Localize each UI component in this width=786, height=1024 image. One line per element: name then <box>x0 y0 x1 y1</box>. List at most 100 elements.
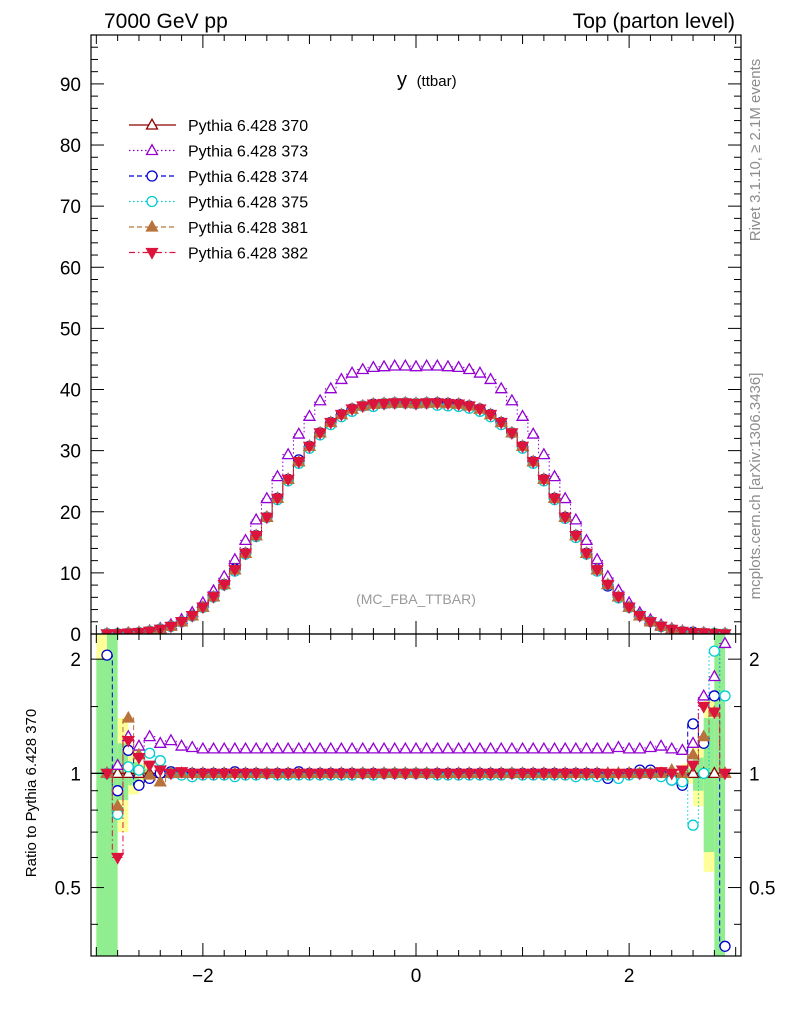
data-point <box>547 493 562 506</box>
data-point <box>441 359 455 372</box>
ratio-point <box>611 740 626 753</box>
ratio-point <box>718 768 732 781</box>
data-point <box>292 426 306 439</box>
ratio-point <box>292 768 306 781</box>
data-point <box>473 366 487 378</box>
ratio-point <box>547 768 562 781</box>
ratio-point <box>133 764 145 776</box>
ratio-point <box>142 767 157 780</box>
series-ratio-2 <box>101 649 731 952</box>
data-point <box>505 393 519 406</box>
ratio-point <box>708 645 721 657</box>
ratio-point <box>698 767 710 780</box>
ratio-point <box>441 768 455 781</box>
main-y-tick-label: 60 <box>60 258 81 279</box>
ratio-point <box>174 739 189 751</box>
ratio-point <box>142 760 157 773</box>
ratio-point <box>111 758 125 770</box>
data-point <box>228 565 242 577</box>
main-y-tick-label: 40 <box>60 381 81 402</box>
ratio-point <box>206 741 221 754</box>
main-y-tick-label: 70 <box>60 197 81 218</box>
ratio-point <box>654 739 668 751</box>
ratio-y-label: Ratio to Pythia 6.428 370 <box>23 709 40 877</box>
series-ratio-line <box>101 650 731 826</box>
data-point <box>483 372 498 385</box>
header-right: Top (parton level) <box>573 10 735 33</box>
ratio-point <box>719 940 731 952</box>
data-point <box>409 398 423 411</box>
legend: Pythia 6.428 370 Pythia 6.428 373 Pythia 6… <box>129 117 308 263</box>
ratio-point <box>547 741 562 754</box>
data-point <box>206 592 221 604</box>
data-point <box>324 381 338 394</box>
ratio-point <box>388 768 402 781</box>
ratio-point <box>206 768 221 781</box>
ratio-point <box>537 741 551 754</box>
ratio-point <box>356 741 370 754</box>
ratio-point <box>121 735 135 748</box>
ratio-point <box>324 768 338 781</box>
series-ratio-5 <box>100 701 732 865</box>
data-point <box>420 358 434 371</box>
ratio-point <box>388 741 402 754</box>
ratio-point <box>217 741 231 754</box>
ratio-point <box>611 768 626 781</box>
ratio-point <box>558 741 572 754</box>
ratio-point <box>633 741 647 754</box>
ratio-point <box>505 741 519 754</box>
data-point <box>537 447 551 460</box>
ratio-point <box>132 753 146 765</box>
main-y-tick-label: 90 <box>60 75 81 96</box>
uncertainty-band <box>703 717 715 853</box>
ratio-point <box>708 690 721 702</box>
ratio-point <box>121 710 135 723</box>
ratio-point <box>302 768 317 781</box>
ratio-point <box>654 767 668 779</box>
ratio-point <box>473 741 487 754</box>
data-point <box>515 409 530 421</box>
rivet-label: Rivet 3.1.10, ≥ 2.1M events <box>747 59 764 242</box>
data-point <box>558 491 572 504</box>
ratio-point <box>697 729 711 742</box>
ratio-y-tick-label-right: 0.5 <box>749 879 775 900</box>
data-point <box>196 602 210 615</box>
ratio-point <box>101 649 113 661</box>
ratio-point <box>676 776 689 788</box>
ratio-point <box>238 768 253 781</box>
ratio-point <box>260 741 274 754</box>
data-point <box>537 474 551 487</box>
ratio-point <box>686 736 700 748</box>
series-ratio-1 <box>100 636 732 779</box>
ratio-point <box>686 766 700 779</box>
data-point <box>590 565 604 577</box>
main-y-tick-label: 80 <box>60 136 81 157</box>
data-point <box>356 362 370 375</box>
data-point <box>228 552 242 565</box>
data-point <box>217 579 231 592</box>
legend-label: Pythia 6.428 382 <box>188 246 308 263</box>
legend-marker <box>145 117 159 130</box>
ratio-point <box>643 740 658 753</box>
data-point <box>505 428 519 440</box>
ratio-point <box>270 741 285 754</box>
ratio-point <box>133 779 145 791</box>
ratio-point <box>675 743 690 755</box>
data-point <box>377 398 391 411</box>
ratio-point <box>238 741 253 754</box>
ratio-point <box>452 741 466 754</box>
ratio-point <box>430 768 444 781</box>
ratio-point <box>164 733 178 746</box>
legend-label: Pythia 6.428 375 <box>188 195 308 212</box>
ratio-point <box>398 741 412 754</box>
ratio-point <box>718 636 732 649</box>
ratio-point <box>494 768 508 781</box>
data-point <box>622 602 636 615</box>
ratio-point <box>707 669 721 682</box>
ratio-point <box>249 768 263 781</box>
ratio-point <box>622 768 636 781</box>
ratio-y-tick-label-left: 2 <box>70 650 81 671</box>
legend-marker <box>145 143 159 156</box>
data-point <box>420 398 434 411</box>
